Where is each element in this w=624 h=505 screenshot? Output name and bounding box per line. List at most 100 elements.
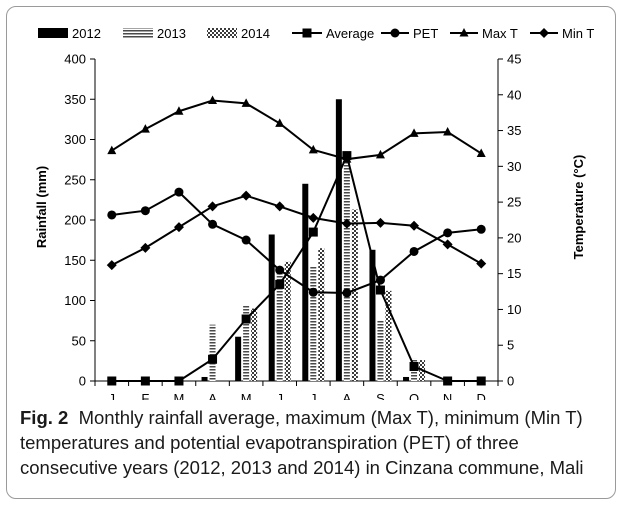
point-min-t: [106, 260, 117, 271]
point-max-t: [409, 128, 419, 137]
bar-2012: [403, 376, 410, 381]
x-tick-label: M: [174, 391, 185, 400]
y-tick-label: 200: [64, 213, 86, 228]
point-max-t: [107, 145, 117, 155]
x-tick-label: J: [109, 391, 116, 400]
point-average: [409, 362, 419, 372]
point-max-t: [275, 118, 285, 127]
bar-2013: [276, 268, 283, 381]
y2-tick-label: 35: [507, 123, 521, 138]
bar-2012: [369, 249, 376, 381]
y-tick-label: 250: [64, 172, 86, 187]
line-average: [111, 152, 482, 382]
legend-label-2014: 2014: [241, 26, 270, 41]
legend-marker-max-t: [459, 28, 469, 37]
bar-2014: [351, 209, 358, 381]
y-tick-label: 400: [64, 52, 86, 67]
point-average: [174, 376, 184, 386]
point-pet: [443, 228, 453, 238]
point-min-t: [375, 217, 386, 228]
legend-label-max-t: Max T: [482, 26, 518, 41]
point-average: [107, 376, 117, 386]
bars: [201, 99, 426, 381]
point-max-t: [308, 144, 318, 154]
y2-tick-label: 40: [507, 87, 521, 102]
point-average: [275, 279, 285, 289]
point-max-t: [443, 126, 453, 136]
y2-tick-label: 20: [507, 230, 521, 245]
bar-2012: [268, 234, 275, 381]
bar-2014: [318, 248, 325, 381]
point-max-t: [140, 124, 150, 133]
y2-tick-label: 15: [507, 266, 521, 281]
caption-label: Fig. 2: [20, 407, 69, 428]
point-pet: [241, 235, 251, 245]
figure-frame: [6, 6, 616, 499]
point-pet: [140, 206, 150, 216]
bar-2014: [284, 261, 291, 381]
point-pet: [174, 187, 184, 197]
y2-tick-label: 30: [507, 159, 521, 174]
legend-label-2013: 2013: [157, 26, 186, 41]
point-average: [308, 227, 318, 237]
bar-2012: [335, 99, 342, 381]
point-min-t: [308, 212, 319, 223]
bar-2012: [201, 376, 208, 381]
point-average: [375, 285, 385, 295]
legend-marker-min-t: [539, 28, 549, 38]
point-max-t: [241, 98, 251, 107]
bar-2013: [377, 320, 384, 381]
point-average: [241, 314, 251, 324]
bar-2013: [209, 324, 216, 381]
x-tick-label: D: [477, 391, 486, 400]
legend-label-pet: PET: [413, 26, 438, 41]
bar-2014: [385, 290, 392, 381]
y-tick-label: 300: [64, 132, 86, 147]
point-pet: [308, 287, 318, 297]
x-tick-label: J: [310, 391, 317, 400]
line-max-t: [111, 99, 482, 161]
point-min-t: [140, 242, 151, 253]
point-min-t: [173, 222, 184, 233]
bar-2013: [343, 155, 350, 381]
point-pet: [275, 265, 285, 275]
lines: [106, 95, 487, 386]
point-average: [140, 376, 150, 386]
legend-label-average: Average: [326, 26, 374, 41]
legend-swatch-2014: [207, 28, 237, 38]
point-min-t: [241, 190, 252, 201]
x-tick-label: O: [409, 391, 419, 400]
point-pet: [375, 275, 385, 285]
y2-tick-label: 5: [507, 338, 514, 353]
point-max-t: [342, 154, 352, 163]
x-tick-label: S: [376, 391, 385, 400]
y-tick-label: 0: [79, 374, 86, 389]
point-min-t: [476, 258, 487, 269]
y-tick-label: 50: [72, 333, 86, 348]
x-tick-label: J: [276, 391, 283, 400]
point-min-t: [442, 239, 453, 250]
caption-text: Monthly rainfall average, maximum (Max T…: [20, 407, 584, 478]
legend-label-2012: 2012: [72, 26, 101, 41]
point-max-t: [174, 106, 184, 115]
y2-tick-label: 45: [507, 52, 521, 67]
legend-marker-average: [302, 28, 312, 38]
point-max-t: [208, 95, 218, 105]
point-pet: [409, 246, 419, 256]
y2-tick-label: 0: [507, 374, 514, 389]
x-tick-label: M: [241, 391, 252, 400]
x-tick-label: A: [343, 391, 352, 400]
bar-2012: [302, 183, 309, 381]
y2-axis-label: Temperature (°C): [571, 155, 586, 260]
y2-tick-label: 10: [507, 302, 521, 317]
y-tick-label: 100: [64, 293, 86, 308]
point-pet: [476, 224, 486, 234]
point-min-t: [341, 218, 352, 229]
point-pet: [342, 288, 352, 298]
legend-swatch-2012: [38, 28, 68, 38]
legend-swatch-2013: [123, 28, 153, 38]
axes: 0 50 100 150 200 250 300 350 400 0 5 10 15 20 25 30 35 40…: [64, 52, 521, 401]
figure-caption: Fig. 2 Monthly rainfall average, maximum…: [20, 405, 605, 480]
point-max-t: [476, 148, 486, 157]
point-max-t: [375, 149, 385, 159]
